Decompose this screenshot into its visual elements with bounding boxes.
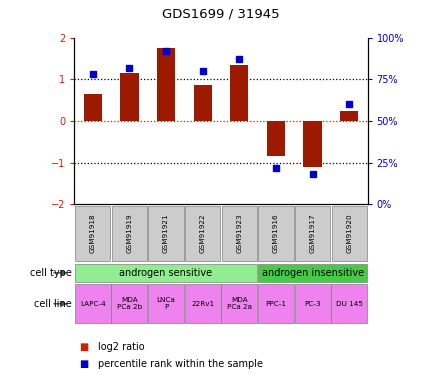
Bar [120,73,139,121]
Bar [221,284,257,323]
Text: GSM91916: GSM91916 [273,214,279,253]
Text: GSM91920: GSM91920 [346,214,352,253]
Bar [340,111,358,121]
Bar [84,94,102,121]
Text: 22Rv1: 22Rv1 [191,301,214,307]
Text: GSM91918: GSM91918 [90,214,96,253]
Text: LAPC-4: LAPC-4 [80,301,105,307]
Bar [258,264,367,282]
Text: GDS1699 / 31945: GDS1699 / 31945 [162,8,280,21]
Text: cell type: cell type [30,268,72,278]
Bar [112,206,147,261]
Bar [295,206,330,261]
Bar [230,64,249,121]
Bar [332,206,367,261]
Bar [222,206,257,261]
Text: ■: ■ [79,342,88,352]
Bar [258,206,294,261]
Bar [267,121,285,156]
Bar [303,121,322,167]
Text: ■: ■ [79,359,88,369]
Bar [185,284,221,323]
Text: percentile rank within the sample: percentile rank within the sample [98,359,263,369]
Bar [75,284,110,323]
Text: MDA
PCa 2b: MDA PCa 2b [117,297,142,310]
Text: GSM91922: GSM91922 [200,214,206,253]
Text: LNCa
P: LNCa P [156,297,176,310]
Bar [157,48,175,121]
Bar [111,284,147,323]
Text: cell line: cell line [34,299,72,309]
Bar [295,284,331,323]
Text: GSM91921: GSM91921 [163,214,169,253]
Text: GSM91917: GSM91917 [310,214,316,253]
Text: MDA
PCa 2a: MDA PCa 2a [227,297,252,310]
Bar [148,284,184,323]
Bar [75,206,110,261]
Text: log2 ratio: log2 ratio [98,342,144,352]
Bar [148,206,184,261]
Bar [75,264,257,282]
Text: GSM91923: GSM91923 [236,214,242,253]
Text: androgen insensitive: androgen insensitive [261,268,364,278]
Bar [332,284,367,323]
Bar [258,284,294,323]
Bar [193,86,212,121]
Text: DU 145: DU 145 [336,301,363,307]
Text: PC-3: PC-3 [304,301,321,307]
Text: GSM91919: GSM91919 [126,214,132,253]
Text: PPC-1: PPC-1 [266,301,286,307]
Text: androgen sensitive: androgen sensitive [119,268,212,278]
Bar [185,206,220,261]
